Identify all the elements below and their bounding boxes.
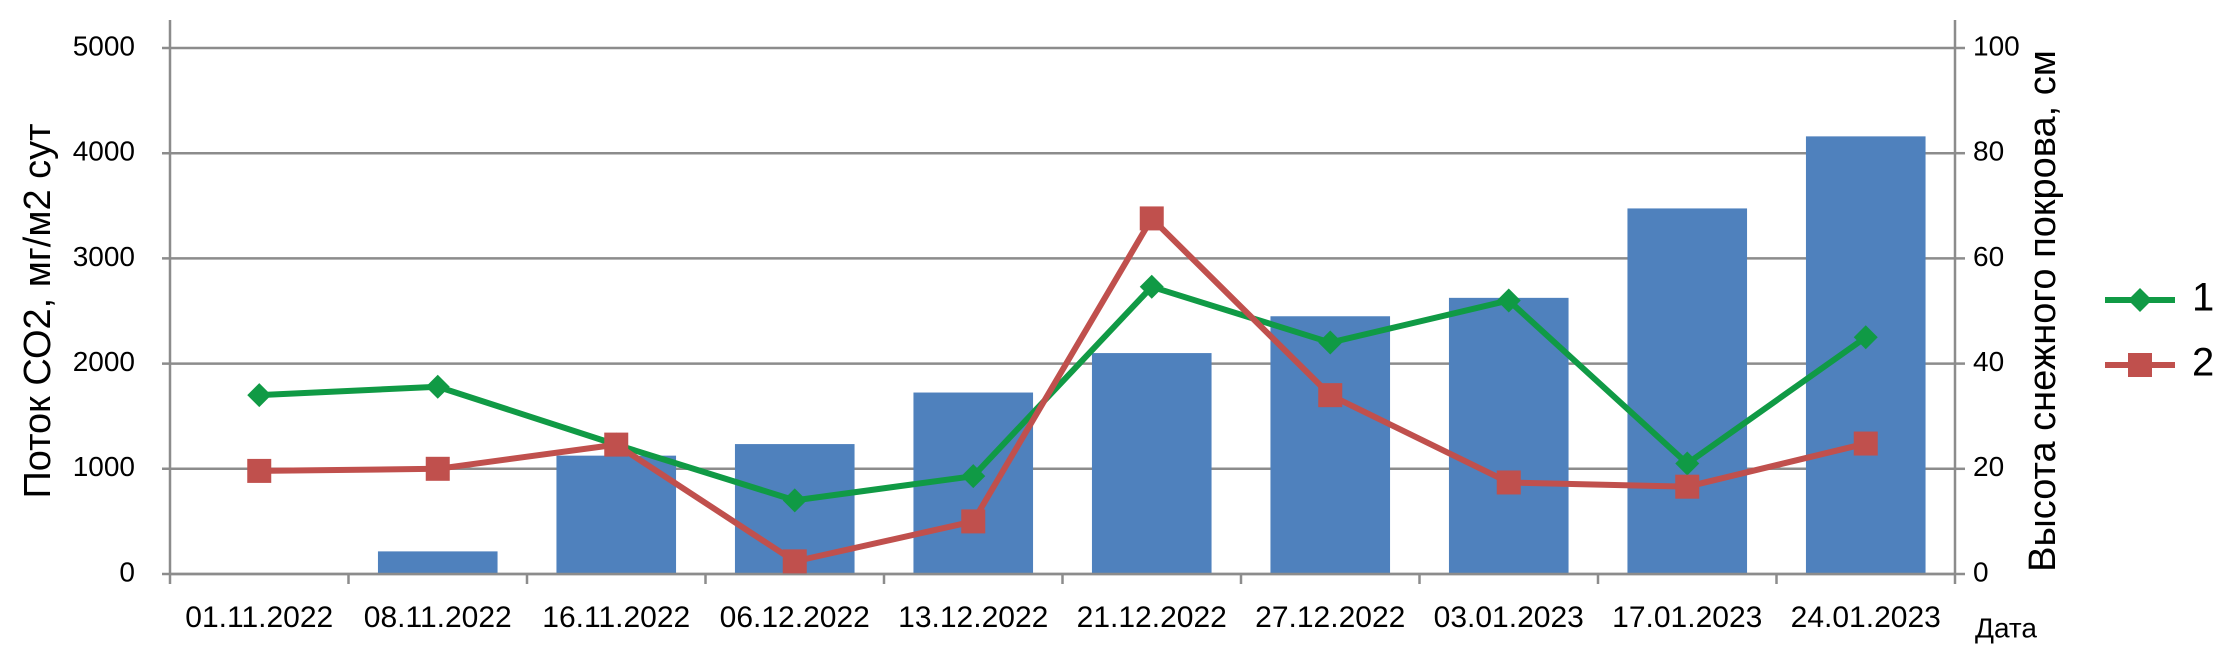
- point: [1675, 474, 1700, 499]
- x-tick-label: 27.12.2022: [1255, 601, 1405, 634]
- x-tick-label: 16.11.2022: [542, 601, 690, 634]
- y2-axis-title: Высота снежного покрова, см: [2022, 50, 2064, 572]
- point: [1853, 431, 1878, 456]
- x-tick-label: 08.11.2022: [364, 601, 512, 634]
- x-tick-label: 21.12.2022: [1077, 601, 1227, 634]
- point: [247, 383, 272, 408]
- point: [961, 509, 986, 534]
- y-tick-label: 0: [119, 556, 135, 587]
- y-tick-label: 5000: [73, 30, 135, 61]
- x-tick-label: 17.01.2023: [1612, 601, 1762, 634]
- y2-tick-label: 80: [1973, 136, 2004, 167]
- point: [782, 549, 807, 574]
- x-axis-title: Дата: [1975, 612, 2037, 643]
- point: [425, 456, 450, 481]
- y2-tick-label: 100: [1973, 30, 2020, 61]
- y2-tick-label: 20: [1973, 451, 2004, 482]
- x-tick-label: 01.11.2022: [185, 601, 333, 634]
- legend-label: 1: [2192, 276, 2214, 320]
- point: [604, 432, 629, 457]
- point: [1318, 383, 1343, 408]
- line: [259, 283, 1868, 504]
- y-axis-title: Поток СО2, мг/м2 сут: [17, 123, 59, 498]
- point: [1853, 325, 1878, 350]
- bar: [377, 551, 498, 574]
- y2-tick-label: 60: [1973, 241, 2004, 272]
- point: [1139, 206, 1164, 231]
- point: [1139, 274, 1164, 299]
- legend-label: 2: [2192, 341, 2214, 385]
- point: [425, 374, 450, 399]
- x-tick-label: 24.01.2023: [1791, 601, 1941, 634]
- y2-tick-label: 40: [1973, 346, 2004, 377]
- bar: [1091, 353, 1212, 574]
- bar: [556, 455, 677, 574]
- bar: [1805, 136, 1926, 575]
- x-tick-label: 06.12.2022: [720, 601, 870, 634]
- point: [1318, 330, 1343, 355]
- point: [1496, 288, 1521, 313]
- point: [247, 458, 272, 483]
- bar: [1627, 208, 1748, 574]
- point: [961, 464, 986, 489]
- legend-marker: [2128, 288, 2152, 312]
- y-tick-label: 2000: [73, 346, 135, 377]
- bar: [1448, 297, 1569, 574]
- y-tick-label: 1000: [73, 451, 135, 482]
- y-tick-label: 3000: [73, 241, 135, 272]
- x-tick-label: 03.01.2023: [1434, 601, 1584, 634]
- x-tick-label: 13.12.2022: [898, 601, 1048, 634]
- line: [259, 215, 1867, 565]
- point: [1496, 470, 1521, 495]
- legend-marker: [2128, 353, 2152, 377]
- y2-tick-label: 0: [1973, 556, 1989, 587]
- point: [782, 488, 807, 513]
- y-tick-label: 4000: [73, 136, 135, 167]
- point: [1675, 451, 1700, 476]
